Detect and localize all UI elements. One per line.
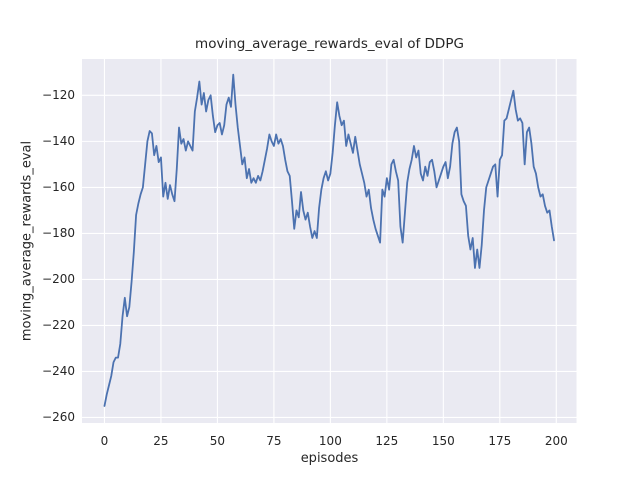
x-axis-label: episodes <box>300 451 359 466</box>
chart-title: moving_average_rewards_eval of DDPG <box>195 36 464 52</box>
x-tick-label: 0 <box>100 434 109 448</box>
x-tick-label: 75 <box>266 434 282 448</box>
y-tick-label: −240 <box>42 364 75 379</box>
x-tick-label: 175 <box>488 434 512 448</box>
x-tick-label: 200 <box>544 434 568 448</box>
y-tick-label: −220 <box>42 318 75 333</box>
reward-line-series <box>103 73 555 407</box>
plot-background <box>82 59 577 423</box>
y-axis-label: moving_average_rewards_eval <box>19 140 35 342</box>
y-tick-label: −120 <box>42 88 75 103</box>
y-tick-label: −200 <box>42 272 75 287</box>
x-tick-label: 125 <box>375 434 399 448</box>
y-tick-label: −140 <box>42 134 75 149</box>
y-tick-label: −160 <box>42 180 75 195</box>
x-tick-label: 150 <box>431 434 455 448</box>
x-tick-label: 50 <box>209 434 226 448</box>
x-tick-label: 100 <box>318 434 342 448</box>
x-tick-label: 25 <box>153 434 169 448</box>
y-tick-label: −260 <box>42 410 75 425</box>
y-tick-label: −180 <box>42 226 75 241</box>
